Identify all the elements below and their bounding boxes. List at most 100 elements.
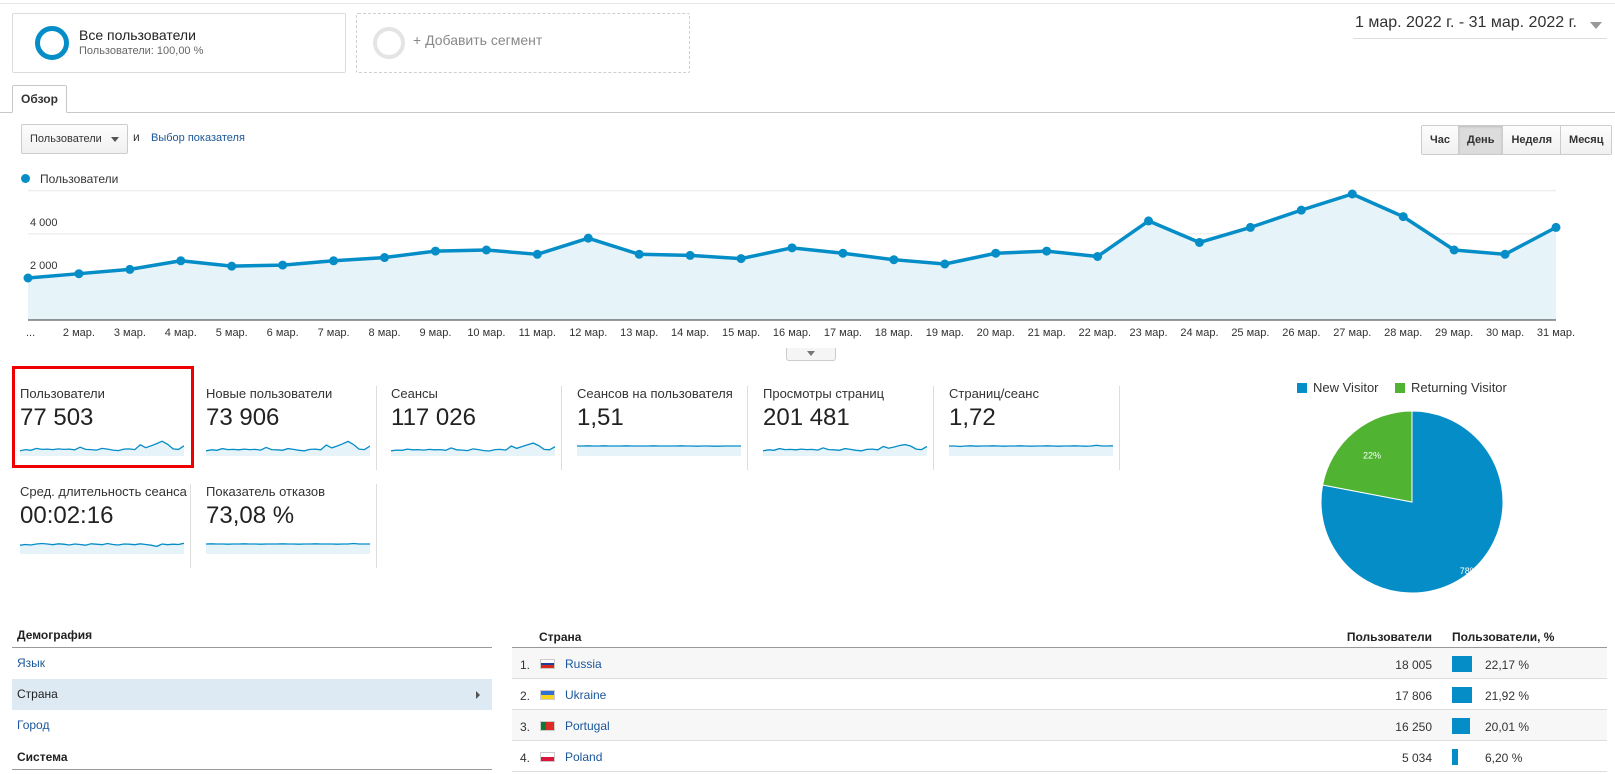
chevron-down-icon[interactable] (1590, 22, 1602, 29)
sparkline (391, 442, 555, 456)
segment-all-users[interactable]: Все пользователи Пользователи: 100,00 % (12, 13, 346, 73)
sparkline-line (20, 542, 184, 548)
scorecard-name: Страниц/сеанс (949, 386, 1039, 401)
x-tick-label: 20 мар. (977, 327, 1015, 339)
country-link[interactable]: Poland (565, 750, 603, 764)
date-range-picker[interactable]: 1 мар. 2022 г. - 31 мар. 2022 г. (1355, 14, 1577, 31)
data-point[interactable] (23, 273, 33, 283)
data-point[interactable] (125, 264, 135, 274)
users-line-chart: 2 000 4 000 6 000... 2 мар. 3 мар. 4 мар. 5 ма… (23, 185, 1575, 339)
sparkline (763, 443, 927, 456)
pick-metric-link[interactable]: Выбор показателя (151, 132, 245, 144)
data-point[interactable] (1042, 246, 1052, 256)
pie-slice-label: 78% (1460, 566, 1478, 576)
data-point[interactable] (634, 249, 644, 259)
data-point[interactable] (838, 248, 848, 258)
data-point[interactable] (787, 243, 797, 253)
sparkline (206, 542, 370, 554)
caret-down-icon (111, 137, 119, 142)
data-point[interactable] (1347, 189, 1357, 199)
data-point[interactable] (1398, 212, 1408, 222)
scorecard[interactable]: Показатель отказов 73,08 % (198, 470, 377, 568)
y-tick-label: 4 000 (30, 217, 58, 229)
demography-item-city[interactable]: Город (17, 718, 50, 732)
data-point[interactable] (1245, 222, 1255, 232)
scorecard-value: 1,51 (577, 404, 624, 431)
sparkline-fill (20, 543, 184, 554)
granularity-month-button[interactable]: Месяц (1561, 126, 1612, 154)
chart-collapse-handle[interactable] (786, 348, 836, 361)
sparkline-line (391, 442, 555, 452)
flag-pt-icon (540, 721, 555, 731)
chevron-right-icon (476, 691, 480, 699)
scorecard[interactable]: Сеансов на пользователя 1,51 (569, 372, 748, 470)
x-tick-label: 27 мар. (1333, 327, 1371, 339)
sparkline-fill (206, 543, 370, 554)
data-point[interactable] (1500, 249, 1510, 259)
demography-item-country[interactable]: Страна (12, 679, 492, 710)
add-segment-button[interactable]: + Добавить сегмент (356, 13, 690, 73)
data-point[interactable] (940, 259, 950, 269)
granularity-day-button[interactable]: День (1458, 126, 1504, 154)
scorecard[interactable]: Новые пользователи 73 906 (198, 372, 377, 470)
granularity-week-button[interactable]: Неделя (1503, 126, 1562, 154)
segment-ring-icon (35, 26, 69, 60)
granularity-hour-button[interactable]: Час (1422, 126, 1459, 154)
scorecard[interactable]: Пользователи 77 503 (12, 366, 194, 468)
add-segment-label: + Добавить сегмент (413, 32, 543, 48)
data-point[interactable] (1296, 205, 1306, 215)
data-point[interactable] (1551, 222, 1561, 232)
data-point[interactable] (74, 269, 84, 279)
sparkline (206, 440, 370, 456)
data-point[interactable] (991, 248, 1001, 258)
scorecard[interactable]: Сеансы 117 026 (383, 372, 562, 470)
x-tick-label: 10 мар. (467, 327, 505, 339)
data-point[interactable] (1093, 251, 1103, 261)
table-row: 2. Ukraine 17 806 21,92 % (512, 679, 1607, 710)
data-point[interactable] (583, 233, 593, 243)
scorecard[interactable]: Просмотры страниц 201 481 (755, 372, 934, 470)
granularity-toggle: Час День Неделя Месяц (1421, 125, 1613, 155)
data-point[interactable] (278, 260, 288, 270)
x-tick-label: 21 мар. (1028, 327, 1066, 339)
scorecard[interactable]: Сред. длительность сеанса 00:02:16 (12, 470, 191, 568)
share-bar (1452, 687, 1472, 703)
x-tick-label: 19 мар. (926, 327, 964, 339)
scorecard-name: Пользователи (20, 386, 105, 401)
metric-select[interactable]: Пользователи (21, 124, 128, 154)
data-point[interactable] (1144, 216, 1154, 226)
data-point[interactable] (481, 245, 491, 255)
scorecard-divider (376, 386, 377, 470)
tab-overview[interactable]: Обзор (12, 85, 67, 113)
x-tick-label: 24 мар. (1180, 327, 1218, 339)
scorecard-divider (190, 484, 191, 568)
data-point[interactable] (685, 250, 695, 260)
data-point[interactable] (430, 246, 440, 256)
data-point[interactable] (532, 249, 542, 259)
data-point[interactable] (1194, 237, 1204, 247)
data-point[interactable] (176, 256, 186, 266)
country-link[interactable]: Ukraine (565, 688, 607, 702)
scorecard[interactable]: Страниц/сеанс 1,72 (941, 372, 1120, 470)
scorecard-name: Новые пользователи (206, 386, 333, 401)
x-tick-label: 2 мар. (63, 327, 95, 339)
system-section-header: Система (12, 745, 492, 770)
data-point[interactable] (736, 254, 746, 264)
data-point[interactable] (227, 261, 237, 271)
country-link[interactable]: Portugal (565, 719, 610, 733)
pie-slice[interactable] (1320, 410, 1504, 594)
country-link[interactable]: Russia (565, 657, 602, 671)
demography-item-language[interactable]: Язык (17, 656, 46, 670)
data-point[interactable] (329, 256, 339, 266)
pie-slice[interactable] (1322, 410, 1413, 503)
area-fill (28, 194, 1556, 320)
x-tick-label: 7 мар. (318, 327, 350, 339)
data-point[interactable] (380, 253, 390, 263)
flag-pl-icon (540, 752, 555, 762)
scorecard-value: 117 026 (391, 404, 476, 431)
data-point[interactable] (889, 255, 899, 265)
data-point[interactable] (1449, 245, 1459, 255)
sparkline (577, 445, 741, 456)
x-tick-label: 12 мар. (569, 327, 607, 339)
users-count: 16 250 (1395, 720, 1432, 734)
